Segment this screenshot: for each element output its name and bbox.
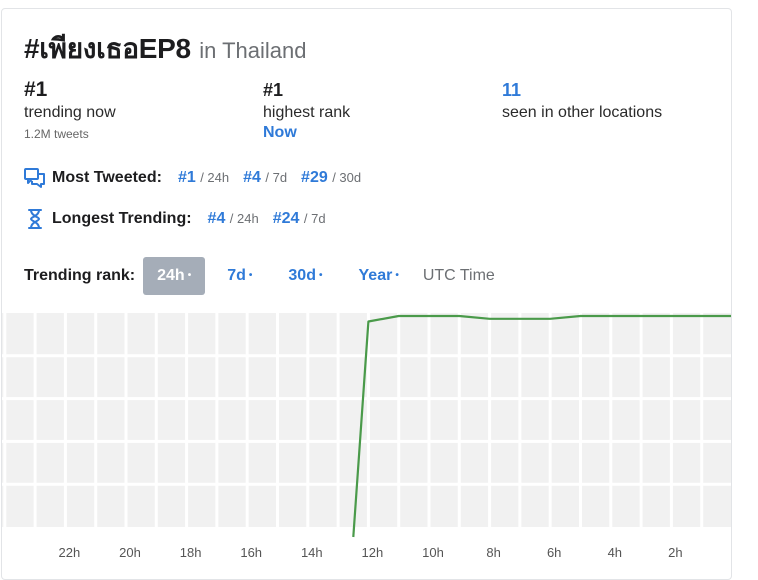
tab-24h[interactable]: 24h •: [143, 257, 206, 295]
most-tweeted-24h[interactable]: #1 / 24h: [177, 169, 230, 186]
other-locations-count[interactable]: 11: [502, 80, 522, 100]
highest-rank-when: Now: [263, 124, 297, 141]
x-tick-label: 18h: [180, 545, 202, 560]
longest-trending-7d[interactable]: #24 / 7d: [272, 210, 326, 227]
trend-card: #เพียงเธอEP8 in Thailand #1 trending now…: [1, 8, 732, 580]
x-tick-label: 20h: [119, 545, 141, 560]
x-tick-label: 14h: [301, 545, 323, 560]
location-label: in Thailand: [199, 38, 307, 63]
chart-svg: 22h 20h 18h 16h 14h 12h 10h 8h 6h 4h 2h: [2, 313, 731, 560]
tweet-count: 1.2M tweets: [24, 127, 89, 141]
trending-now-label: trending now: [24, 104, 116, 121]
longest-trending-24h[interactable]: #4 / 24h: [207, 210, 259, 227]
x-tick-label: 8h: [486, 545, 500, 560]
x-tick-label: 10h: [422, 545, 444, 560]
tab-30d[interactable]: 30d •: [288, 267, 323, 284]
highest-rank-label: highest rank: [263, 104, 351, 121]
hourglass-icon: [24, 208, 46, 230]
trending-now-value: #1: [24, 78, 48, 101]
timezone-label: UTC Time: [422, 267, 495, 284]
hashtag[interactable]: #เพียงเธอEP8: [24, 33, 191, 64]
most-tweeted-row: Most Tweeted: #1 / 24h #4 / 7d #29 / 30d: [24, 167, 375, 189]
x-tick-label: 6h: [547, 545, 561, 560]
highest-rank-value: #1: [263, 80, 284, 100]
x-tick-label: 4h: [608, 545, 622, 560]
trending-rank-label: Trending rank:: [24, 267, 136, 284]
x-tick-label: 16h: [240, 545, 262, 560]
most-tweeted-label: Most Tweeted:: [52, 169, 162, 186]
most-tweeted-7d[interactable]: #4 / 7d: [243, 169, 288, 186]
chat-bubbles-icon: [24, 167, 46, 189]
x-tick-label: 2h: [668, 545, 682, 560]
stat-other-locations: 11 seen in other locations: [502, 77, 662, 123]
trending-rank-tabs: Trending rank: 24h • 7d • 30d • Year • UTC T…: [24, 257, 495, 295]
other-locations-label: seen in other locations: [502, 104, 663, 121]
trend-title: #เพียงเธอEP8 in Thailand: [24, 27, 306, 71]
longest-trending-row: Longest Trending: #4 / 24h #24 / 7d: [24, 208, 340, 230]
stat-highest-rank: #1 highest rank Now: [263, 77, 350, 143]
stat-trending-now: #1 trending now 1.2M tweets: [24, 77, 116, 141]
most-tweeted-30d[interactable]: #29 / 30d: [301, 169, 362, 186]
trend-series-line: [352, 314, 731, 538]
trending-rank-chart: 22h 20h 18h 16h 14h 12h 10h 8h 6h 4h 2h: [2, 313, 731, 579]
tab-year[interactable]: Year •: [358, 267, 399, 284]
x-tick-label: 12h: [362, 545, 384, 560]
longest-trending-label: Longest Trending:: [52, 210, 192, 227]
x-tick-label: 22h: [59, 545, 81, 560]
tab-7d[interactable]: 7d •: [227, 267, 253, 284]
